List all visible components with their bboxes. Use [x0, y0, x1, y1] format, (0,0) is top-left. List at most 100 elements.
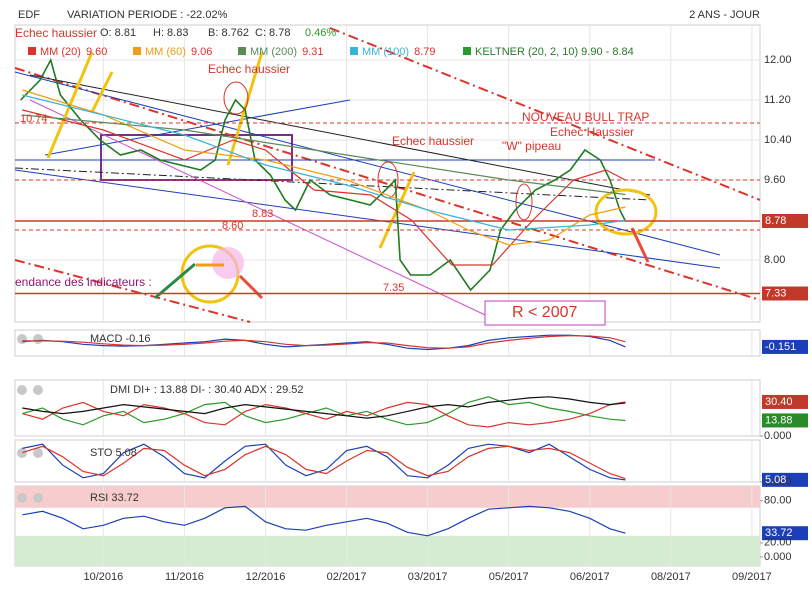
circle-drawing	[594, 188, 658, 236]
y-tick-label: 20.00	[764, 537, 792, 549]
quote-value: 0.46%	[305, 27, 336, 39]
indicator-title: RSI 33.72	[90, 492, 139, 504]
annotation: Echec haussier	[208, 62, 290, 76]
drawings	[14, 27, 761, 326]
arrow	[630, 227, 650, 263]
price-tag-label: 30.40	[765, 396, 793, 408]
annotation: 8.60	[222, 220, 243, 232]
quote-value: C: 8.78	[255, 27, 290, 39]
y-tick-label: 80.00	[764, 495, 792, 507]
quote-value: H: 8.83	[153, 27, 188, 39]
yellow-stroke	[90, 71, 114, 113]
circle-drawing	[223, 81, 249, 115]
trendline	[29, 99, 501, 323]
indicator-title: MACD -0.16	[90, 333, 151, 345]
legend-swatch	[350, 47, 358, 55]
price-tag	[762, 339, 808, 354]
highlight	[212, 247, 244, 279]
x-tick-label: 05/2017	[489, 571, 529, 583]
price-tag-label: 8.78	[765, 215, 786, 227]
annotation: endance des indicateurs :	[15, 275, 152, 289]
panel-icon	[17, 385, 27, 395]
annotation: R < 2007	[512, 304, 577, 321]
legend-name: MM (200)	[250, 46, 297, 58]
annotation: Echec haussier	[392, 134, 474, 148]
panel-icon	[33, 334, 43, 344]
x-tick-label: 02/2017	[327, 571, 367, 583]
series	[15, 57, 808, 541]
panel-icon	[33, 448, 43, 458]
legend-value: 9.06	[191, 46, 212, 58]
arrow	[238, 274, 264, 300]
series-line	[22, 94, 626, 231]
annotation: Echec haussier	[15, 26, 97, 40]
annotation: "W" pipeau	[502, 139, 561, 153]
zone-band	[15, 535, 760, 566]
trendline	[14, 259, 251, 323]
panel-icon	[17, 334, 27, 344]
price-tag	[762, 214, 808, 228]
series-line	[20, 57, 627, 292]
price-tag	[762, 526, 808, 541]
box-drawing	[100, 134, 293, 181]
trendline	[14, 169, 721, 269]
panel-icon	[33, 493, 43, 503]
indicator-title: STO 5.08	[90, 447, 137, 459]
y-tick-label: 10.40	[764, 134, 792, 146]
x-tick-label: 11/2016	[165, 571, 204, 583]
symbol: EDF	[18, 9, 40, 21]
price-tag	[762, 472, 808, 487]
label-box	[484, 300, 606, 326]
price-tag-label: 33.72	[765, 527, 793, 539]
x-tick-label: 08/2017	[651, 571, 691, 583]
x-tick-label: 12/2016	[246, 571, 286, 583]
x-tick-label: 06/2017	[570, 571, 610, 583]
circle-drawing	[515, 183, 533, 221]
price-tag	[762, 394, 808, 409]
legend-value: 8.79	[414, 46, 435, 58]
y-tick-label: 0.000	[764, 476, 792, 488]
period: 2 ANS - JOUR	[689, 9, 760, 21]
arrow	[154, 262, 196, 300]
series-line	[22, 396, 626, 419]
panel-icon	[17, 448, 27, 458]
trendline	[14, 167, 651, 201]
legend-value: 9.60	[86, 46, 107, 58]
series-line	[22, 396, 626, 426]
variation: VARIATION PERIODE : -22.02%	[67, 9, 228, 21]
panel-icon	[17, 493, 27, 503]
series-line	[22, 335, 626, 349]
series-line	[22, 114, 626, 196]
annotation: 8.83	[252, 208, 273, 220]
series-line	[22, 334, 626, 351]
series-line	[22, 443, 626, 481]
y-tick-label: 9.60	[764, 174, 785, 186]
annotation: Echec Haussier	[550, 125, 634, 139]
legend-swatch	[133, 47, 141, 55]
legend-keltner: KELTNER (20, 2, 10) 9.90 - 8.84	[475, 46, 634, 58]
price-tag-label: -0.151	[765, 341, 796, 353]
panel	[14, 439, 761, 483]
series-line	[22, 505, 626, 537]
y-tick-label: 8.00	[764, 254, 785, 266]
quote-value: O: 8.81	[100, 27, 136, 39]
labels: EDF VARIATION PERIODE : -22.02% 2 ANS - …	[15, 9, 796, 583]
trendline	[44, 99, 351, 156]
price-tag-label: 7.33	[765, 287, 786, 299]
y-tick-label: 12.00	[764, 54, 792, 66]
y-tick-label: 11.20	[764, 94, 791, 106]
legend-swatch	[28, 47, 36, 55]
price-tag-label: 13.88	[765, 414, 793, 426]
legend-name: MM (100)	[362, 46, 409, 58]
legend-value: 9.31	[302, 46, 323, 58]
price-tag	[762, 286, 808, 301]
y-tick-label: 0.000	[764, 551, 792, 563]
series-line	[22, 401, 626, 428]
panel-icon	[33, 385, 43, 395]
legend-name: MM (20)	[40, 46, 81, 58]
zone-band	[15, 486, 760, 508]
legend-name: MM (60)	[145, 46, 186, 58]
indicator-title: DMI DI+ : 13.88 DI- : 30.40 ADX : 29.52	[110, 384, 304, 396]
legend-swatch	[463, 47, 471, 55]
